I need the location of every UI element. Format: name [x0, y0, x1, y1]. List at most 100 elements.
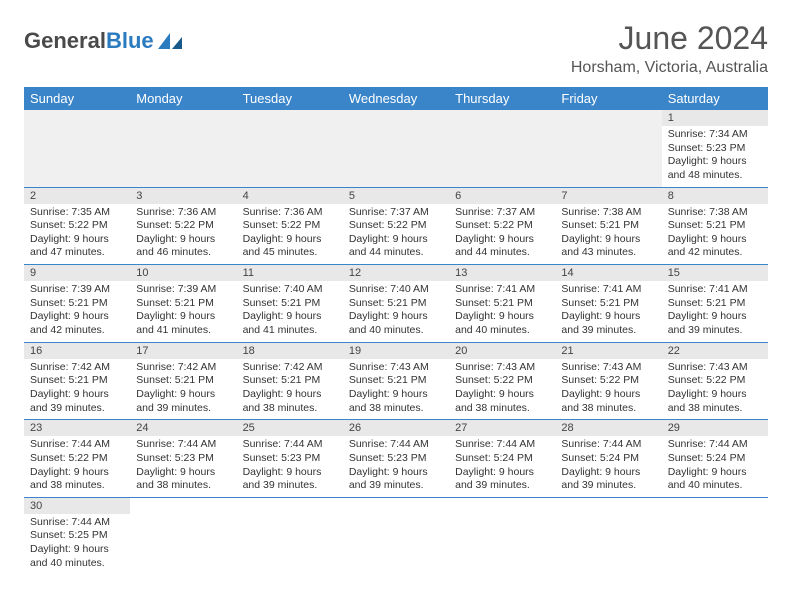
sunrise-line: Sunrise: 7:44 AM: [30, 516, 124, 530]
daylight-line: Daylight: 9 hours and 47 minutes.: [30, 233, 124, 260]
calendar-day: 18Sunrise: 7:42 AMSunset: 5:21 PMDayligh…: [237, 342, 343, 420]
calendar-table: SundayMondayTuesdayWednesdayThursdayFrid…: [24, 87, 768, 574]
daylight-line: Daylight: 9 hours and 46 minutes.: [136, 233, 230, 260]
month-title: June 2024: [571, 20, 768, 57]
calendar-day: 5Sunrise: 7:37 AMSunset: 5:22 PMDaylight…: [343, 187, 449, 265]
sunset-line: Sunset: 5:22 PM: [30, 452, 124, 466]
sunrise-line: Sunrise: 7:40 AM: [243, 283, 337, 297]
daylight-line: Daylight: 9 hours and 48 minutes.: [668, 155, 762, 182]
daylight-line: Daylight: 9 hours and 42 minutes.: [668, 233, 762, 260]
calendar-day: 2Sunrise: 7:35 AMSunset: 5:22 PMDaylight…: [24, 187, 130, 265]
day-header: Sunday: [24, 87, 130, 110]
sunset-line: Sunset: 5:22 PM: [30, 219, 124, 233]
calendar-empty: [237, 497, 343, 574]
calendar-week: 16Sunrise: 7:42 AMSunset: 5:21 PMDayligh…: [24, 342, 768, 420]
day-header: Wednesday: [343, 87, 449, 110]
sunrise-line: Sunrise: 7:37 AM: [349, 206, 443, 220]
day-details: Sunrise: 7:36 AMSunset: 5:22 PMDaylight:…: [237, 204, 343, 265]
title-block: June 2024 Horsham, Victoria, Australia: [571, 20, 768, 77]
calendar-day: 21Sunrise: 7:43 AMSunset: 5:22 PMDayligh…: [555, 342, 661, 420]
daylight-line: Daylight: 9 hours and 38 minutes.: [136, 466, 230, 493]
day-number: 24: [130, 420, 236, 436]
calendar-day: 28Sunrise: 7:44 AMSunset: 5:24 PMDayligh…: [555, 420, 661, 498]
day-details: Sunrise: 7:38 AMSunset: 5:21 PMDaylight:…: [555, 204, 661, 265]
calendar-empty: [555, 497, 661, 574]
calendar-day: 1Sunrise: 7:34 AMSunset: 5:23 PMDaylight…: [662, 110, 768, 187]
day-details: Sunrise: 7:42 AMSunset: 5:21 PMDaylight:…: [237, 359, 343, 420]
day-header: Tuesday: [237, 87, 343, 110]
day-number: 1: [662, 110, 768, 126]
sunset-line: Sunset: 5:22 PM: [455, 219, 549, 233]
day-details: Sunrise: 7:44 AMSunset: 5:24 PMDaylight:…: [555, 436, 661, 497]
day-details: Sunrise: 7:39 AMSunset: 5:21 PMDaylight:…: [24, 281, 130, 342]
daylight-line: Daylight: 9 hours and 39 minutes.: [561, 310, 655, 337]
calendar-day: 15Sunrise: 7:41 AMSunset: 5:21 PMDayligh…: [662, 265, 768, 343]
sunrise-line: Sunrise: 7:41 AM: [668, 283, 762, 297]
day-details: Sunrise: 7:42 AMSunset: 5:21 PMDaylight:…: [130, 359, 236, 420]
day-details: Sunrise: 7:43 AMSunset: 5:21 PMDaylight:…: [343, 359, 449, 420]
day-number: 19: [343, 343, 449, 359]
logo: GeneralBlue: [24, 20, 184, 54]
day-details: Sunrise: 7:42 AMSunset: 5:21 PMDaylight:…: [24, 359, 130, 420]
sunset-line: Sunset: 5:22 PM: [668, 374, 762, 388]
day-number: 13: [449, 265, 555, 281]
calendar-day: 24Sunrise: 7:44 AMSunset: 5:23 PMDayligh…: [130, 420, 236, 498]
sunrise-line: Sunrise: 7:39 AM: [30, 283, 124, 297]
day-details: Sunrise: 7:37 AMSunset: 5:22 PMDaylight:…: [343, 204, 449, 265]
day-details: Sunrise: 7:44 AMSunset: 5:23 PMDaylight:…: [343, 436, 449, 497]
calendar-week: 2Sunrise: 7:35 AMSunset: 5:22 PMDaylight…: [24, 187, 768, 265]
day-number: 26: [343, 420, 449, 436]
day-details: Sunrise: 7:44 AMSunset: 5:23 PMDaylight:…: [237, 436, 343, 497]
sunset-line: Sunset: 5:22 PM: [136, 219, 230, 233]
sunrise-line: Sunrise: 7:43 AM: [668, 361, 762, 375]
calendar-day: 27Sunrise: 7:44 AMSunset: 5:24 PMDayligh…: [449, 420, 555, 498]
day-number: 18: [237, 343, 343, 359]
sunset-line: Sunset: 5:23 PM: [349, 452, 443, 466]
sunset-line: Sunset: 5:21 PM: [243, 374, 337, 388]
location: Horsham, Victoria, Australia: [571, 59, 768, 77]
calendar-day: 26Sunrise: 7:44 AMSunset: 5:23 PMDayligh…: [343, 420, 449, 498]
day-details: Sunrise: 7:43 AMSunset: 5:22 PMDaylight:…: [662, 359, 768, 420]
day-details: Sunrise: 7:44 AMSunset: 5:22 PMDaylight:…: [24, 436, 130, 497]
daylight-line: Daylight: 9 hours and 45 minutes.: [243, 233, 337, 260]
calendar-day: 17Sunrise: 7:42 AMSunset: 5:21 PMDayligh…: [130, 342, 236, 420]
logo-word1: General: [24, 28, 106, 53]
calendar-empty: [662, 497, 768, 574]
day-details: Sunrise: 7:44 AMSunset: 5:24 PMDaylight:…: [662, 436, 768, 497]
daylight-line: Daylight: 9 hours and 38 minutes.: [668, 388, 762, 415]
sunrise-line: Sunrise: 7:44 AM: [668, 438, 762, 452]
daylight-line: Daylight: 9 hours and 38 minutes.: [243, 388, 337, 415]
calendar-day: 6Sunrise: 7:37 AMSunset: 5:22 PMDaylight…: [449, 187, 555, 265]
day-details: Sunrise: 7:44 AMSunset: 5:25 PMDaylight:…: [24, 514, 130, 575]
day-number: 30: [24, 498, 130, 514]
sunset-line: Sunset: 5:21 PM: [349, 374, 443, 388]
sunrise-line: Sunrise: 7:44 AM: [455, 438, 549, 452]
sunrise-line: Sunrise: 7:38 AM: [561, 206, 655, 220]
calendar-empty: [130, 497, 236, 574]
sunset-line: Sunset: 5:24 PM: [668, 452, 762, 466]
day-number: 28: [555, 420, 661, 436]
day-details: Sunrise: 7:44 AMSunset: 5:23 PMDaylight:…: [130, 436, 236, 497]
daylight-line: Daylight: 9 hours and 38 minutes.: [561, 388, 655, 415]
calendar-empty: [343, 110, 449, 187]
day-number: 7: [555, 188, 661, 204]
calendar-day: 30Sunrise: 7:44 AMSunset: 5:25 PMDayligh…: [24, 497, 130, 574]
day-number: 29: [662, 420, 768, 436]
daylight-line: Daylight: 9 hours and 39 minutes.: [349, 466, 443, 493]
daylight-line: Daylight: 9 hours and 39 minutes.: [561, 466, 655, 493]
day-details: Sunrise: 7:34 AMSunset: 5:23 PMDaylight:…: [662, 126, 768, 187]
sunset-line: Sunset: 5:21 PM: [668, 297, 762, 311]
calendar-empty: [24, 110, 130, 187]
sunrise-line: Sunrise: 7:34 AM: [668, 128, 762, 142]
sunrise-line: Sunrise: 7:35 AM: [30, 206, 124, 220]
day-details: Sunrise: 7:40 AMSunset: 5:21 PMDaylight:…: [343, 281, 449, 342]
day-number: 16: [24, 343, 130, 359]
calendar-week: 30Sunrise: 7:44 AMSunset: 5:25 PMDayligh…: [24, 497, 768, 574]
sunrise-line: Sunrise: 7:42 AM: [243, 361, 337, 375]
sunset-line: Sunset: 5:25 PM: [30, 529, 124, 543]
daylight-line: Daylight: 9 hours and 40 minutes.: [455, 310, 549, 337]
day-details: Sunrise: 7:40 AMSunset: 5:21 PMDaylight:…: [237, 281, 343, 342]
calendar-empty: [343, 497, 449, 574]
day-number: 22: [662, 343, 768, 359]
sunset-line: Sunset: 5:21 PM: [136, 297, 230, 311]
